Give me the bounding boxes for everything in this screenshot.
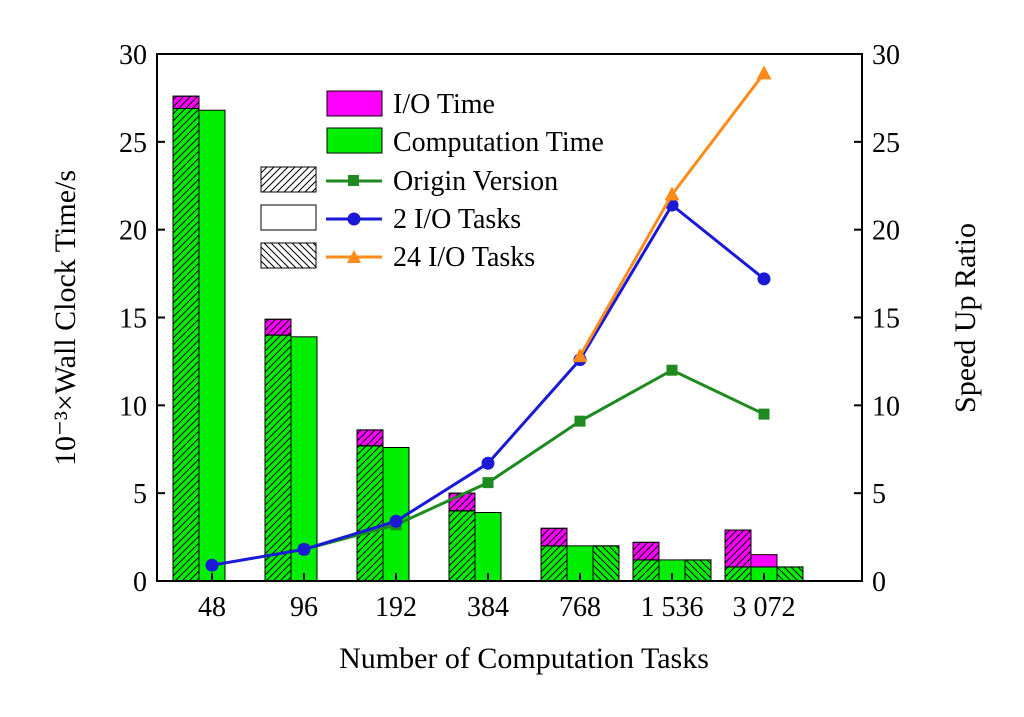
- left-y-tick-label-10: 10: [119, 391, 147, 422]
- left-y-tick-label-5: 5: [133, 479, 147, 510]
- right-y-tick-label-20: 20: [872, 216, 900, 247]
- marker-2-i-o-tasks-192: [389, 514, 403, 528]
- marker-origin-version-1-536: [666, 364, 678, 376]
- legend-label-twentyfour-io-tasks: 24 I/O Tasks: [393, 242, 535, 273]
- legend-label-two-io-tasks: 2 I/O Tasks: [393, 204, 521, 235]
- right-y-tick-label-30: 30: [872, 40, 900, 71]
- x-tick-label-48: 48: [198, 592, 226, 623]
- legend-marker-two-io-circle-icon: [347, 212, 361, 226]
- legend-label-io-time: I/O Time: [393, 89, 495, 120]
- bar-io-hatch-origin-version-3-072: [724, 529, 752, 568]
- legend-swatch-computation-time: [326, 127, 383, 154]
- right-y-tick-label-25: 25: [872, 128, 900, 159]
- left-y-tick-label-15: 15: [119, 304, 147, 335]
- line-origin-version: [303, 368, 765, 551]
- bar-computation-2-i-o-tasks-384: [474, 511, 502, 582]
- legend-label-origin-version: Origin Version: [393, 166, 558, 197]
- marker-2-i-o-tasks-3-072: [757, 272, 771, 286]
- bar-io-hatch-origin-version-1-536: [632, 541, 660, 561]
- left-y-axis-label: 10⁻³×Wall Clock Time/s: [49, 170, 82, 466]
- bar-computation-2-i-o-tasks-192: [382, 446, 410, 582]
- right-y-tick-label-5: 5: [872, 479, 886, 510]
- right-y-axis-label: Speed Up Ratio: [949, 223, 982, 413]
- legend-pattern-origin: [260, 166, 317, 193]
- bar-hatch-origin-version-384: [448, 510, 476, 582]
- bar-io-hatch-origin-version-768: [540, 527, 568, 547]
- bar-io-hatch-origin-version-192: [356, 429, 384, 447]
- right-y-tick-label-10: 10: [872, 391, 900, 422]
- x-tick-label-96: 96: [290, 592, 318, 623]
- axes-layer: 0 0 5 5 10 10 15 15 20 20 25 25 30 30 48 96 192 384 768 1 5…: [119, 40, 900, 623]
- marker-2-i-o-tasks-96: [297, 542, 311, 556]
- bar-io-2-i-o-tasks-3-072: [750, 554, 778, 568]
- marker-2-i-o-tasks-48: [205, 558, 219, 572]
- lines-layer: [205, 65, 772, 572]
- legend-marker-origin-square-icon: [348, 175, 359, 186]
- left-y-tick-label-30: 30: [119, 40, 147, 71]
- marker-2-i-o-tasks-384: [481, 456, 495, 470]
- right-y-tick-label-15: 15: [872, 304, 900, 335]
- bar-io-hatch-origin-version-96: [264, 318, 292, 336]
- legend-label-computation-time: Computation Time: [393, 127, 604, 158]
- bar-io-hatch-origin-version-48: [172, 95, 200, 109]
- x-axis-label: Number of Computation Tasks: [339, 642, 709, 675]
- bar-hatch-origin-version-48: [172, 107, 200, 582]
- legend-pattern-twentyfour-io: [260, 242, 317, 269]
- x-tick-label-768: 768: [559, 592, 601, 623]
- left-y-tick-label-20: 20: [119, 216, 147, 247]
- bar-hatch-origin-version-3-072: [724, 566, 752, 582]
- marker-origin-version-3-072: [758, 408, 770, 420]
- bar-hatch-origin-version-96: [264, 334, 292, 582]
- bar-hatch-24-i-o-tasks-3-072: [776, 566, 804, 582]
- marker-origin-version-384: [482, 477, 494, 489]
- legend-pattern-two-io: [260, 204, 317, 231]
- bar-hatch-origin-version-768: [540, 545, 568, 582]
- x-tick-label-3-072: 3 072: [733, 592, 796, 623]
- x-tick-label-192: 192: [375, 592, 417, 623]
- bar-hatch-origin-version-1-536: [632, 559, 660, 582]
- x-tick-label-384: 384: [467, 592, 509, 623]
- bar-hatch-24-i-o-tasks-1-536: [684, 559, 712, 582]
- legend-marker-twentyfour-io-triangle-icon: [347, 250, 361, 263]
- marker-origin-version-768: [574, 415, 586, 427]
- left-y-tick-label-25: 25: [119, 128, 147, 159]
- bar-hatch-24-i-o-tasks-768: [592, 545, 620, 582]
- legend-swatch-io-time: [326, 90, 383, 117]
- bar-computation-2-i-o-tasks-48: [198, 109, 226, 582]
- x-tick-label-1-536: 1 536: [641, 592, 704, 623]
- marker-24-i-o-tasks-3-072: [756, 65, 772, 80]
- bar-hatch-origin-version-192: [356, 445, 384, 582]
- left-y-tick-label-0: 0: [133, 567, 147, 598]
- right-y-tick-label-0: 0: [872, 567, 886, 598]
- marker-24-i-o-tasks-1-536: [664, 186, 680, 201]
- legend: I/O Time Computation Time Origin Version…: [260, 89, 604, 273]
- marker-24-i-o-tasks-768: [572, 348, 588, 363]
